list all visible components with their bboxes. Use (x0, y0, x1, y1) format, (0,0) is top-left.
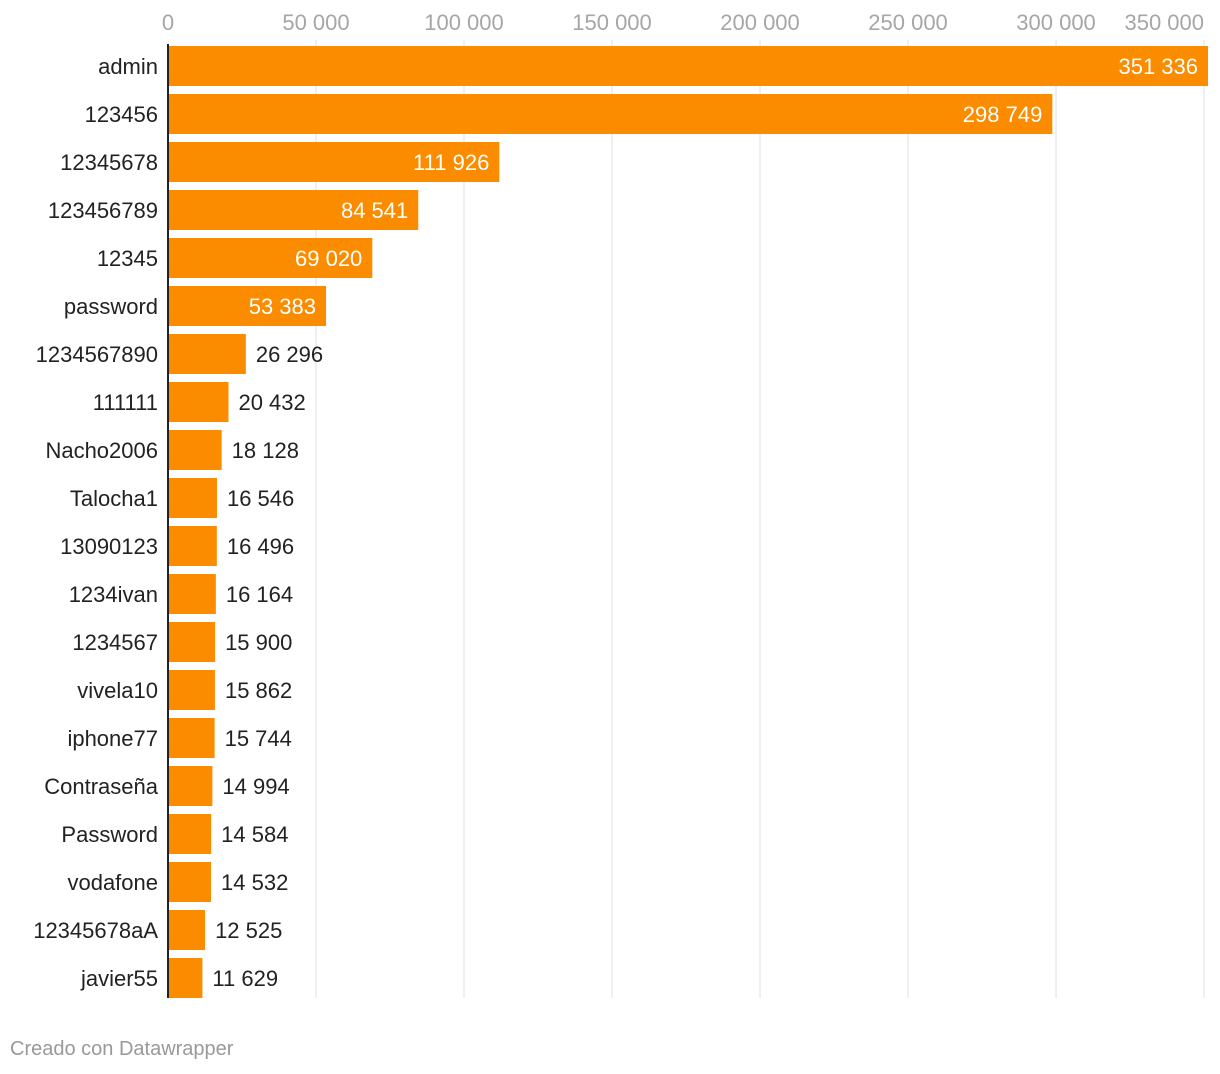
x-tick-label: 200 000 (720, 10, 800, 35)
bar (168, 526, 217, 566)
value-label: 15 862 (225, 678, 292, 703)
category-label: vivela10 (77, 678, 158, 703)
category-label: Password (61, 822, 158, 847)
value-label: 20 432 (238, 390, 305, 415)
bar (168, 286, 327, 326)
bar (168, 334, 246, 374)
value-label: 14 584 (221, 822, 288, 847)
bar (168, 94, 1053, 134)
x-tick-label: 100 000 (424, 10, 504, 35)
bar (168, 670, 215, 710)
value-label: 15 900 (225, 630, 292, 655)
category-label: vodafone (67, 870, 158, 895)
bar (168, 958, 203, 998)
bar (168, 622, 216, 662)
bar (168, 430, 222, 470)
bar (168, 910, 206, 950)
category-label: 12345678aA (33, 918, 158, 943)
category-label: 12345 (97, 246, 158, 271)
bar (168, 142, 500, 182)
category-label: admin (98, 54, 158, 79)
x-tick-label: 50 000 (282, 10, 349, 35)
category-label: 1234ivan (69, 582, 158, 607)
category-label: 1234567890 (36, 342, 158, 367)
category-label: 111111 (93, 390, 158, 415)
category-label: 13090123 (60, 534, 158, 559)
x-tick-label: 350 000 (1124, 10, 1204, 35)
x-tick-label: 150 000 (572, 10, 652, 35)
bar (168, 46, 1208, 86)
value-label: 14 532 (221, 870, 288, 895)
grid-lines (315, 40, 1205, 998)
value-label: 16 546 (227, 486, 294, 511)
category-label: 123456789 (48, 198, 158, 223)
bar (168, 238, 373, 278)
value-label: 351 336 (1118, 54, 1198, 79)
value-label: 69 020 (295, 246, 362, 271)
category-label: Nacho2006 (45, 438, 158, 463)
bar (168, 814, 212, 854)
category-label: 123456 (85, 102, 158, 127)
bar (168, 718, 215, 758)
value-label: 16 164 (226, 582, 293, 607)
value-label: 15 744 (225, 726, 292, 751)
x-tick-label: 300 000 (1016, 10, 1096, 35)
category-labels: admin 123456 12345678 123456789 12345 passwor… (33, 54, 159, 991)
x-tick-label: 0 (162, 10, 174, 35)
bars (168, 46, 1208, 998)
category-label: Talocha1 (70, 486, 158, 511)
bar (168, 766, 213, 806)
x-tick-label: 250 000 (868, 10, 948, 35)
value-label: 84 541 (341, 198, 408, 223)
value-label: 16 496 (227, 534, 294, 559)
category-label: javier55 (80, 966, 158, 991)
value-label: 12 525 (215, 918, 282, 943)
bar (168, 478, 217, 518)
credit-footer: Creado con Datawrapper (10, 1038, 234, 1060)
bar (168, 862, 212, 902)
value-label: 14 994 (222, 774, 289, 799)
category-label: 1234567 (72, 630, 158, 655)
value-label: 298 749 (963, 102, 1043, 127)
value-label: 11 629 (212, 966, 278, 991)
value-label: 18 128 (232, 438, 299, 463)
bar (168, 382, 229, 422)
category-label: 12345678 (60, 150, 158, 175)
bar (168, 190, 419, 230)
bar (168, 574, 216, 614)
value-label: 111 926 (413, 150, 489, 175)
category-label: iphone77 (67, 726, 158, 751)
category-label: password (64, 294, 158, 319)
x-axis-ticks: 0 50 000 100 000 150 000 200 000 250 000 300 0… (162, 10, 1204, 35)
value-label: 26 296 (256, 342, 323, 367)
value-label: 53 383 (249, 294, 316, 319)
category-label: Contraseña (44, 774, 159, 799)
